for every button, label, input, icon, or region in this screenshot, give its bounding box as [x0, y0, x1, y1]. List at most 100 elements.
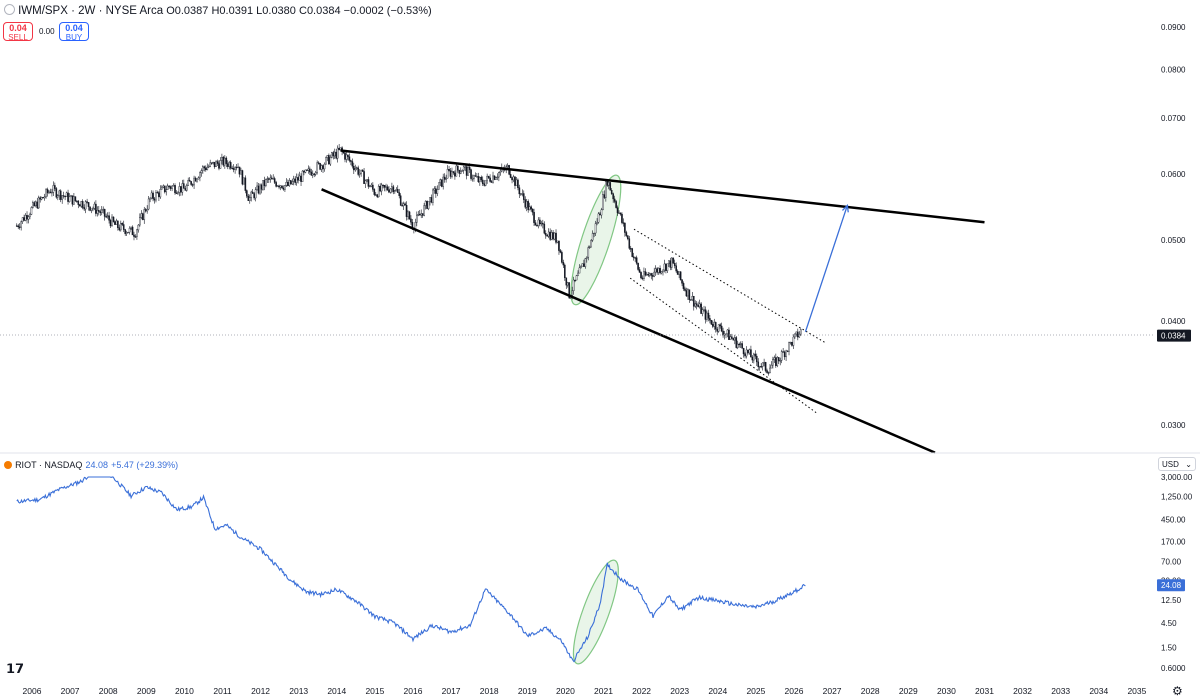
candle-body — [729, 336, 732, 340]
candle-body — [234, 166, 236, 170]
candle-body — [439, 179, 442, 183]
candle-body — [613, 198, 616, 202]
candle-body — [748, 349, 751, 354]
highlight-ellipse-main[interactable] — [562, 171, 631, 309]
candle-body — [259, 184, 261, 194]
candle-body — [203, 166, 206, 169]
candle-body — [358, 172, 361, 175]
candle-body — [18, 226, 21, 228]
sell-button[interactable]: 0.04 SELL — [3, 22, 33, 42]
candle-body — [496, 176, 499, 179]
lower-y-tick: 450.00 — [1161, 516, 1186, 525]
candle-body — [40, 197, 43, 200]
candle-body — [635, 257, 638, 264]
symbol-title[interactable]: IWM/SPX · 2W · NYSE Arca — [18, 5, 164, 17]
gear-icon[interactable]: ⚙ — [1172, 684, 1183, 698]
candle-body — [649, 273, 651, 276]
candle-body — [755, 355, 758, 363]
candle-body — [150, 192, 153, 199]
candle-body — [43, 196, 46, 199]
candle-body — [272, 178, 275, 180]
lower-y-tick: 170.00 — [1161, 537, 1186, 546]
x-tick: 2015 — [365, 686, 384, 696]
candle-body — [495, 177, 497, 180]
candle-body — [622, 222, 625, 224]
candle-body — [777, 357, 780, 362]
candle-body — [561, 252, 563, 263]
candle-body — [338, 147, 340, 150]
candle-body — [760, 366, 762, 368]
candle-body — [670, 257, 673, 268]
tradingview-logo-icon[interactable]: 𝟭𝟳 — [6, 661, 25, 676]
candle-body — [668, 260, 670, 265]
candle-body — [616, 207, 619, 214]
candle-body — [121, 222, 124, 225]
candle-body — [224, 157, 226, 166]
main-y-tick: 0.0600 — [1161, 170, 1186, 179]
candle-body — [207, 166, 210, 168]
candle-body — [606, 181, 609, 186]
candle-body — [169, 186, 172, 189]
candle-body — [738, 343, 740, 346]
candle-body — [574, 279, 576, 282]
last-price-label: 0.0384 — [1161, 332, 1186, 341]
candle-body — [603, 194, 606, 198]
candle-body — [74, 196, 77, 201]
candle-body — [100, 209, 103, 214]
candle-body — [310, 171, 313, 176]
candle-body — [172, 185, 175, 187]
riot-price-line — [16, 476, 806, 663]
trendline[interactable] — [321, 188, 936, 454]
candle-body — [33, 202, 36, 207]
candle-body — [421, 213, 424, 216]
x-tick: 2014 — [327, 686, 346, 696]
candle-body — [640, 272, 642, 279]
candle-body — [241, 170, 244, 185]
candle-body — [518, 187, 521, 195]
candle-body — [578, 267, 581, 274]
candle-body — [360, 169, 362, 174]
highlight-ellipse-lower[interactable] — [565, 556, 627, 668]
candle-body — [20, 221, 22, 228]
candle-body — [174, 185, 176, 194]
candle-body — [679, 271, 682, 280]
buy-button[interactable]: 0.04 BUY — [59, 22, 89, 42]
candle-body — [222, 156, 225, 166]
candle-body — [706, 312, 708, 320]
candle-body — [474, 175, 477, 177]
candle-body — [355, 167, 358, 169]
channel-line[interactable] — [633, 228, 825, 343]
candle-body — [127, 231, 129, 234]
candle-body — [297, 177, 299, 181]
candle-body — [291, 181, 294, 185]
candle-body — [373, 189, 376, 195]
currency-select[interactable]: USD ⌄ — [1158, 457, 1196, 471]
candle-body — [786, 350, 789, 352]
riot-last-badge — [1157, 579, 1185, 592]
candle-body — [187, 179, 190, 186]
candle-body — [265, 179, 267, 186]
candle-body — [232, 168, 235, 170]
candle-body — [530, 206, 532, 210]
chevron-down-icon: ⌄ — [1185, 460, 1192, 469]
candle-body — [395, 189, 398, 191]
trendline[interactable] — [340, 149, 985, 224]
candle-body — [298, 175, 301, 181]
candle-body — [590, 240, 592, 248]
candle-body — [133, 234, 135, 237]
projection-line[interactable] — [804, 205, 848, 333]
candle-body — [295, 177, 298, 183]
candle-body — [559, 250, 562, 253]
x-tick: 2033 — [1051, 686, 1070, 696]
riot-symbol[interactable]: RIOT · NASDAQ — [15, 460, 83, 470]
candle-body — [190, 181, 192, 185]
candle-body — [202, 166, 204, 171]
candle-body — [785, 350, 787, 358]
candle-body — [692, 296, 695, 307]
candle-body — [229, 162, 232, 169]
candle-body — [246, 190, 248, 197]
candle-body — [171, 185, 173, 189]
candle-body — [549, 231, 551, 240]
candle-body — [637, 262, 639, 270]
